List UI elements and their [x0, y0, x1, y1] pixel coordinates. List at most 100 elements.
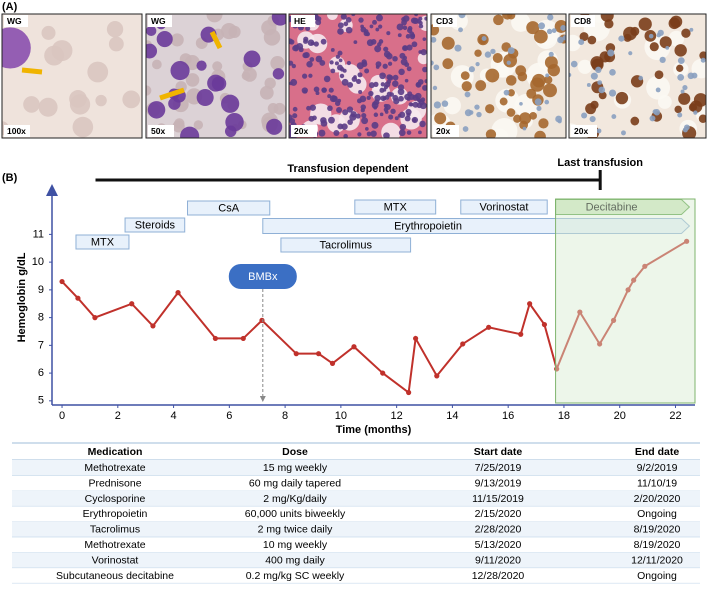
cell: [345, 17, 352, 23]
cell: [493, 14, 504, 26]
table-row-band: [12, 521, 700, 537]
cell: [492, 53, 503, 63]
cell: [302, 52, 309, 59]
x-axis-title: Time (months): [336, 424, 412, 436]
cell: [351, 76, 358, 82]
cell: [402, 45, 409, 52]
cell: [341, 78, 349, 86]
cell: [503, 53, 518, 68]
cell: [648, 33, 654, 39]
cell: [460, 71, 470, 80]
table-cell: 12/28/2020: [472, 570, 525, 582]
cell: [538, 22, 546, 30]
micrograph-frame: [1, 13, 143, 139]
micrograph: WG 50x: [145, 13, 287, 139]
cell: [404, 93, 411, 101]
table-cell: Methotrexate: [84, 462, 145, 474]
cell: [381, 122, 401, 138]
cell: [401, 19, 407, 26]
table-row-band: [12, 552, 700, 568]
magnification-label: 20x: [436, 126, 450, 136]
cell: [196, 89, 214, 107]
hemoglobin-point: [684, 238, 690, 244]
cell: [335, 54, 341, 59]
cell: [347, 81, 354, 88]
hemoglobin-point: [518, 331, 524, 337]
micrograph: CD3 20x: [430, 13, 567, 139]
table-cell: 15 mg weekly: [263, 462, 328, 474]
cell: [329, 95, 337, 103]
cell: [654, 70, 664, 80]
cell: [327, 94, 332, 99]
cell: [357, 132, 362, 137]
cell: [418, 16, 423, 21]
cell: [513, 114, 522, 123]
cell: [506, 60, 511, 65]
cell: [373, 105, 378, 110]
cell: [364, 68, 370, 74]
cell: [670, 15, 683, 28]
cell: [462, 126, 469, 132]
cell: [374, 45, 382, 53]
cell: [313, 86, 320, 93]
cell: [341, 123, 348, 130]
x-tick-label: 18: [558, 410, 570, 422]
cell: [399, 123, 407, 131]
cell: [538, 118, 549, 129]
hemoglobin-point: [212, 335, 218, 342]
cell: [369, 24, 374, 29]
cell: [146, 85, 152, 96]
cell: [530, 77, 545, 92]
cell: [586, 83, 591, 87]
cell: [146, 43, 158, 59]
cell: [345, 26, 353, 34]
cell: [689, 27, 694, 32]
cell: [442, 58, 454, 70]
cell: [598, 91, 607, 100]
cell: [431, 36, 437, 43]
cell: [347, 119, 353, 125]
table-cell: Methotrexate: [84, 539, 145, 551]
cell: [338, 58, 343, 63]
cell: [590, 72, 598, 80]
cell: [562, 35, 566, 41]
cell: [386, 31, 391, 36]
table-cell: 60,000 units biweekly: [245, 508, 346, 520]
cell: [41, 25, 56, 40]
cell: [638, 17, 652, 31]
cell: [370, 130, 377, 137]
cell: [392, 74, 399, 81]
cell: [415, 81, 422, 88]
cell: [72, 116, 94, 138]
hemoglobin-point: [240, 335, 246, 342]
table-cell: 0.2 mg/kg SC weekly: [246, 570, 345, 582]
cell: [422, 66, 427, 73]
cell: [404, 115, 411, 122]
cell: [389, 92, 394, 97]
cell: [106, 21, 124, 38]
cell: [339, 73, 345, 79]
cell: [185, 73, 200, 87]
table-cell: 2 mg/Kg/daily: [263, 493, 327, 505]
y-tick-label: 11: [33, 228, 44, 240]
table-row-band: [12, 460, 700, 476]
cell: [358, 89, 363, 95]
cell: [638, 75, 644, 81]
cell: [397, 113, 402, 118]
cell: [424, 79, 427, 84]
cell: [490, 48, 496, 55]
hemoglobin-point: [92, 315, 98, 321]
cell: [676, 64, 684, 72]
cell: [406, 44, 413, 51]
cell: [351, 14, 356, 17]
cell: [323, 75, 331, 83]
cell: [595, 66, 602, 74]
table-cell: 11/10/19: [637, 477, 677, 489]
cell: [659, 36, 672, 49]
table-cell: Prednisone: [88, 477, 141, 489]
y-tick-label: 7: [38, 339, 44, 351]
stain-tag: [4, 15, 28, 27]
cell: [337, 28, 344, 35]
cell: [596, 128, 602, 134]
